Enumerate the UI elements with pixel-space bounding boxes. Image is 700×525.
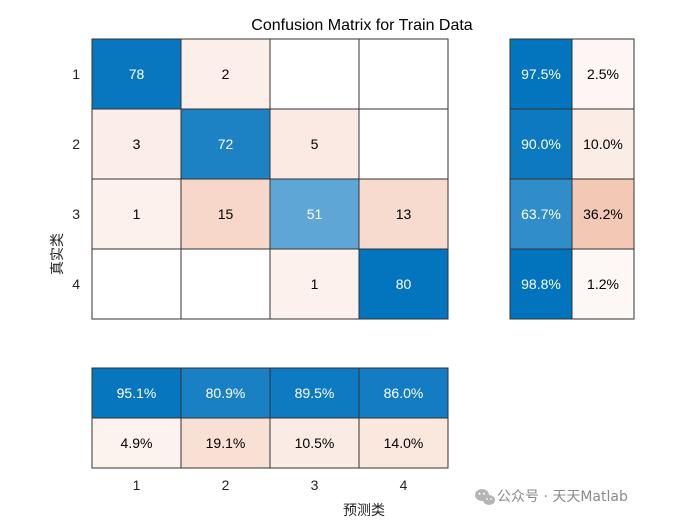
matrix-cell-value: 78 — [129, 66, 145, 82]
matrix-cell-value: 13 — [396, 206, 412, 222]
matrix-cell — [91, 248, 182, 320]
row-summary-value: 98.8% — [521, 276, 561, 292]
matrix-cell — [91, 178, 182, 250]
row-summary-value: 2.5% — [587, 66, 619, 82]
matrix-cell — [269, 108, 360, 180]
x-axis-label: 预测类 — [343, 503, 385, 519]
column-summary-value: 10.5% — [295, 435, 335, 451]
row-summary-value: 97.5% — [521, 66, 561, 82]
matrix-cell-value: 80 — [396, 276, 412, 292]
matrix-cell — [358, 178, 449, 250]
row-summary-cell — [509, 248, 573, 320]
y-tick-label: 2 — [72, 136, 80, 152]
row-summary-cell — [509, 108, 573, 180]
column-summary-value: 89.5% — [295, 385, 335, 401]
matrix-cell — [180, 248, 271, 320]
x-tick-label: 4 — [400, 477, 408, 493]
matrix-cell — [358, 38, 449, 110]
column-summary-value: 19.1% — [206, 435, 246, 451]
matrix-cell-value: 51 — [307, 206, 323, 222]
matrix-cell-value: 1 — [311, 276, 319, 292]
matrix-cell-value: 15 — [218, 206, 234, 222]
column-summary-value: 14.0% — [384, 435, 424, 451]
x-tick-label: 3 — [311, 477, 319, 493]
column-summary-value: 4.9% — [121, 435, 153, 451]
matrix-cell-value: 1 — [133, 206, 141, 222]
matrix-cell-value: 3 — [133, 136, 141, 152]
y-axis-label: 真实类 — [50, 233, 66, 275]
row-summary-value: 10.0% — [583, 136, 623, 152]
row-summary-value: 1.2% — [587, 276, 619, 292]
row-summary-border — [509, 38, 635, 320]
x-tick-label: 1 — [133, 477, 141, 493]
row-summary-value: 90.0% — [521, 136, 561, 152]
column-summary-border — [91, 367, 449, 469]
matrix-cell — [180, 178, 271, 250]
y-tick-label: 4 — [72, 276, 80, 292]
matrix-cell — [269, 38, 360, 110]
row-summary-value: 36.2% — [583, 206, 623, 222]
chart-title: Confusion Matrix for Train Data — [251, 17, 473, 34]
row-summary-cell — [509, 38, 573, 110]
row-summary-cell — [571, 108, 635, 180]
column-summary-cell — [269, 367, 360, 419]
row-summary-value: 63.7% — [521, 206, 561, 222]
matrix-cell — [358, 248, 449, 320]
matrix-cell-value: 72 — [218, 136, 234, 152]
column-summary-cell — [180, 417, 271, 469]
matrix-cell-value: 5 — [311, 136, 319, 152]
column-summary-value: 86.0% — [384, 385, 424, 401]
column-summary-value: 80.9% — [206, 385, 246, 401]
column-summary-cell — [358, 417, 449, 469]
watermark-text: 公众号 · 天天Matlab — [497, 489, 628, 505]
column-summary-value: 95.1% — [117, 385, 157, 401]
x-tick-label: 2 — [222, 477, 230, 493]
y-tick-label: 3 — [72, 206, 80, 222]
watermark: 公众号 · 天天Matlab — [475, 489, 628, 505]
row-summary-cell — [571, 38, 635, 110]
wechat-icon — [475, 489, 495, 505]
matrix-cell — [269, 178, 360, 250]
matrix-cell — [358, 108, 449, 180]
y-tick-label: 1 — [72, 66, 80, 82]
row-summary-cell — [571, 248, 635, 320]
matrix-cell-value: 2 — [222, 66, 230, 82]
matrix-border — [91, 38, 449, 320]
